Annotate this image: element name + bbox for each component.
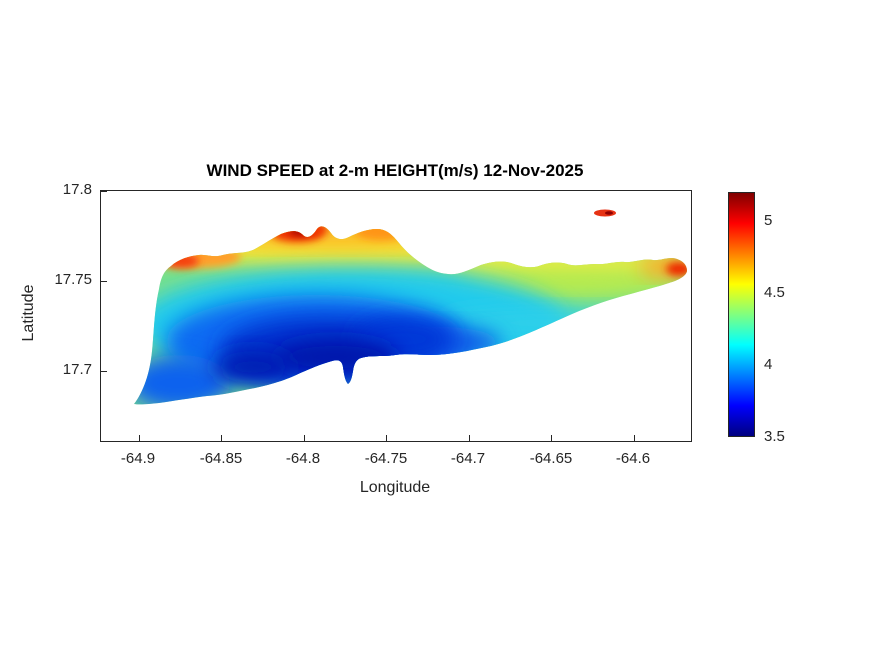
colorbar [728,192,755,437]
x-tick-mark [304,435,305,441]
island-contour-field [134,226,687,405]
x-tick-label: -64.75 [364,450,408,467]
colorbar-tick-label: 3.5 [764,428,785,445]
offshore-islet [594,209,616,217]
x-tick-mark [221,435,222,441]
y-tick-mark [101,191,107,192]
x-tick-mark [634,435,635,441]
x-tick-label: -64.8 [285,450,321,467]
x-tick-mark [551,435,552,441]
x-tick-label: -64.85 [199,450,243,467]
y-tick-label: 17.7 [62,361,92,378]
colorbar-tick-label: 4 [764,356,773,373]
y-tick-label: 17.8 [62,181,92,198]
x-tick-mark [386,435,387,441]
x-tick-label: -64.7 [450,450,486,467]
colorbar-tick-label: 4.5 [764,284,785,301]
y-tick-mark [101,371,107,372]
colorbar-tick-label: 5 [764,212,773,229]
y-tick-mark [101,281,107,282]
x-tick-label: -64.6 [615,450,651,467]
x-tick-label: -64.65 [529,450,573,467]
x-axis-label: Longitude [359,479,431,496]
x-tick-label: -64.9 [120,450,156,467]
x-tick-mark [469,435,470,441]
y-tick-label: 17.75 [54,271,92,288]
x-tick-mark [139,435,140,441]
plot-area [100,190,692,442]
chart-title: WIND SPEED at 2-m HEIGHT(m/s) 12-Nov-202… [206,161,584,180]
wind-speed-map [134,209,687,405]
